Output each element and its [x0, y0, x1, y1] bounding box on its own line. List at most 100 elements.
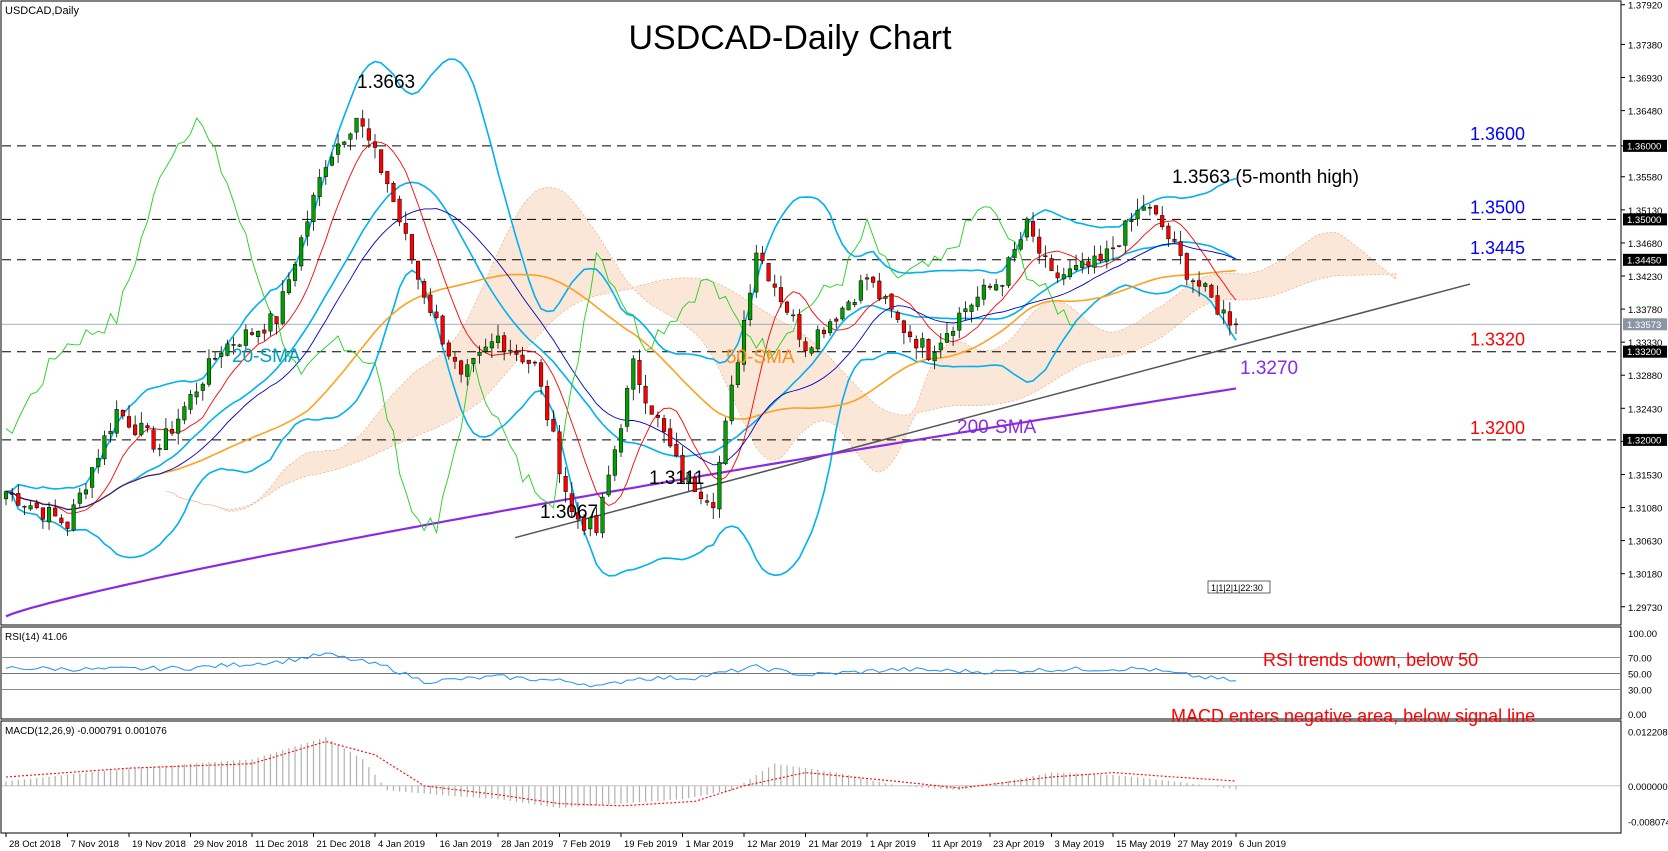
- candle-body: [772, 283, 777, 288]
- candle-body: [723, 420, 728, 465]
- candle-body: [477, 351, 482, 356]
- candle-body: [1166, 225, 1171, 240]
- candle: [705, 494, 710, 506]
- candle: [957, 307, 962, 339]
- candle: [901, 319, 906, 345]
- candle: [262, 323, 267, 341]
- date-tick-label: 6 Jun 2019: [1239, 839, 1286, 850]
- candle-body: [102, 435, 107, 460]
- candle-body: [1000, 285, 1005, 287]
- candle-body: [299, 237, 304, 267]
- candle: [846, 299, 851, 311]
- candle: [926, 338, 931, 362]
- candle: [803, 337, 808, 358]
- candle-body: [637, 360, 642, 385]
- candle-body: [582, 516, 587, 531]
- candle-body: [766, 263, 771, 282]
- candle: [606, 465, 611, 497]
- price-tick-label: 1.30630: [1628, 537, 1662, 548]
- candle: [176, 408, 181, 445]
- bollinger-lower: [5, 269, 1237, 577]
- candle: [643, 375, 648, 415]
- candle: [828, 318, 833, 336]
- macd-signal-line: [5, 740, 1237, 807]
- candle-body: [729, 384, 734, 422]
- candle-body: [329, 156, 334, 166]
- candle: [213, 351, 218, 361]
- candle: [59, 514, 64, 526]
- candle-body: [145, 425, 150, 429]
- candle: [157, 443, 162, 457]
- candle-body: [840, 307, 845, 320]
- price-tick-label: 1.29730: [1628, 603, 1662, 614]
- price-panel-frame: [0, 0, 1622, 626]
- candle-body: [1178, 241, 1183, 256]
- date-tick-label: 15 May 2019: [1116, 839, 1171, 850]
- date-tick-label: 12 Mar 2019: [747, 839, 800, 850]
- candle: [40, 507, 45, 529]
- candle: [932, 345, 937, 370]
- candle-body: [489, 341, 494, 349]
- annotation-high-may: 1.3563 (5-month high): [1172, 167, 1359, 188]
- candle-body: [680, 454, 685, 483]
- candle-body: [28, 505, 33, 510]
- candle-body: [809, 347, 814, 354]
- candle: [237, 343, 242, 348]
- candle: [600, 493, 605, 539]
- candle-body: [114, 409, 119, 434]
- candle: [397, 195, 402, 227]
- candle: [1178, 230, 1183, 265]
- level-label-2: 1.3445: [1470, 238, 1525, 258]
- candle-body: [1080, 260, 1085, 268]
- candle: [34, 499, 39, 510]
- price-tag-label: 1.34450: [1627, 255, 1661, 266]
- candle-body: [379, 149, 384, 173]
- tenkan-line: [5, 141, 1237, 514]
- candle: [22, 505, 27, 516]
- candle: [569, 482, 574, 517]
- candle-body: [938, 342, 943, 351]
- candle: [539, 358, 544, 395]
- candle: [151, 426, 156, 453]
- candle-body: [551, 418, 556, 432]
- candle: [649, 405, 654, 415]
- candle-body: [612, 449, 617, 476]
- price-tick-label: 1.32430: [1628, 404, 1662, 415]
- candle-body: [1067, 268, 1073, 278]
- candle: [231, 336, 236, 355]
- candle-body: [1092, 255, 1097, 268]
- candle: [895, 310, 900, 323]
- candle-body: [59, 517, 64, 524]
- candle: [1049, 254, 1054, 272]
- candle: [889, 293, 894, 318]
- candle: [908, 324, 913, 343]
- candle: [551, 410, 556, 433]
- candle: [612, 445, 617, 482]
- candle: [631, 355, 636, 401]
- price-tag-label: 1.32000: [1627, 435, 1661, 446]
- candle: [495, 324, 501, 349]
- candle: [502, 332, 507, 361]
- candle: [1024, 216, 1029, 241]
- candle-body: [760, 252, 765, 262]
- candle-body: [323, 167, 328, 177]
- date-tick-label: 16 Jan 2019: [440, 839, 492, 850]
- candle: [489, 333, 494, 359]
- candle: [1006, 256, 1011, 289]
- candle: [1209, 283, 1214, 298]
- candle: [1160, 206, 1165, 230]
- date-tick-label: 29 Nov 2018: [194, 839, 248, 850]
- candle: [299, 234, 304, 271]
- candle: [532, 360, 537, 367]
- candle-body: [569, 493, 574, 513]
- candle-body: [16, 493, 21, 506]
- annotation-low-jan: 1.3067: [540, 502, 598, 523]
- price-axis: 1.37920 1.37380 1.36930 1.36480 1.36000 1.355…: [1621, 1, 1667, 614]
- date-tick-label: 21 Dec 2018: [317, 839, 371, 850]
- candle: [871, 275, 876, 288]
- candle: [711, 492, 716, 520]
- candle: [10, 487, 15, 502]
- candle-body: [3, 491, 9, 500]
- annotation-low-feb: 1.3111: [649, 468, 704, 489]
- candle: [96, 449, 101, 474]
